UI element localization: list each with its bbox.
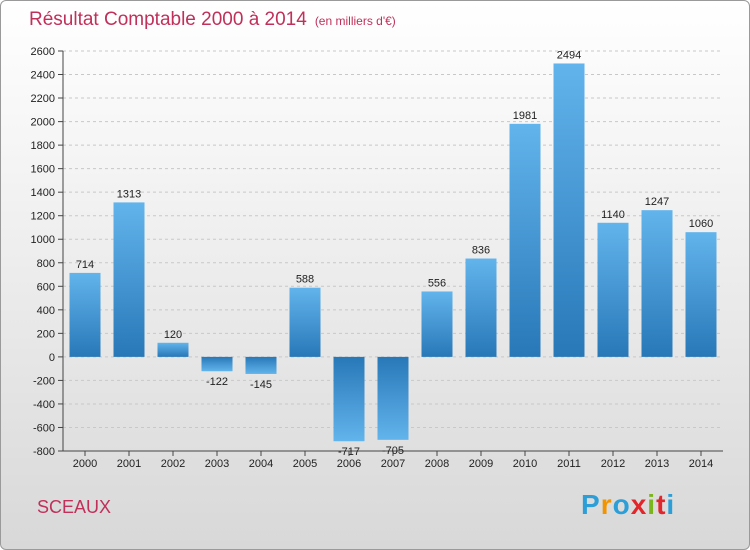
bar — [597, 222, 629, 357]
x-tick-label: 2005 — [293, 458, 317, 470]
data-label: 836 — [472, 245, 490, 257]
x-tick-label: 2010 — [513, 458, 537, 470]
commune-name: SCEAUX — [37, 497, 112, 517]
y-tick-label: 400 — [37, 305, 55, 317]
y-tick-label: 0 — [49, 352, 55, 364]
bar — [553, 63, 585, 357]
data-label: -145 — [250, 379, 272, 391]
x-tick-label: 2008 — [425, 458, 449, 470]
x-axis: 2000 2001 2002 2003 2004 2005 2006 2007 2008 2009… — [63, 450, 723, 470]
data-label: 1060 — [689, 218, 713, 230]
data-label: 2494 — [557, 49, 581, 61]
proxiti-logo: Proxiti — [581, 489, 675, 521]
y-tick-label: -800 — [33, 446, 55, 458]
y-axis: -800 -600 -400 -200 0 200 400 600 800 1000 1200 140… — [31, 46, 64, 458]
y-tick-label: 800 — [37, 258, 55, 270]
bar — [245, 356, 277, 374]
data-label: -717 — [338, 446, 360, 458]
x-tick-label: 2012 — [601, 458, 625, 470]
logo-letter: t — [656, 489, 667, 520]
y-tick-label: 2200 — [31, 93, 55, 105]
data-label: 1981 — [513, 110, 537, 122]
x-tick-label: 2013 — [645, 458, 669, 470]
x-tick-label: 2003 — [205, 458, 229, 470]
data-label: -122 — [206, 376, 228, 388]
x-tick-label: 2007 — [381, 458, 405, 470]
x-tick-label: 2011 — [557, 458, 581, 470]
bar — [289, 287, 321, 357]
bar — [509, 123, 541, 357]
logo-letter: i — [666, 489, 676, 520]
bar — [333, 356, 365, 442]
y-tick-label: 2000 — [31, 117, 55, 129]
chart-title: Résultat Comptable 2000 à 2014 (en millie… — [29, 9, 396, 31]
data-labels: 714 1313 120 -122 -145 588 -717 -705 556 836 1981 2… — [76, 49, 713, 458]
x-tick-label: 2014 — [689, 458, 713, 470]
x-tick-label: 2000 — [73, 458, 97, 470]
data-label: -705 — [382, 445, 404, 457]
y-tick-label: -400 — [33, 399, 55, 411]
y-tick-label: -600 — [33, 422, 55, 434]
bar — [685, 232, 717, 357]
y-tick-label: 1000 — [31, 234, 55, 246]
bars — [69, 63, 717, 442]
x-tick-label: 2006 — [337, 458, 361, 470]
bar — [157, 342, 189, 357]
y-tick-label: 2400 — [31, 70, 55, 82]
y-tick-label: 200 — [37, 328, 55, 340]
bar — [201, 356, 233, 372]
chart-title-text: Résultat Comptable 2000 à 2014 — [29, 9, 307, 30]
x-tick-label: 2004 — [249, 458, 273, 470]
y-tick-label: 1600 — [31, 164, 55, 176]
data-label: 1140 — [601, 209, 625, 221]
data-label: 714 — [76, 259, 94, 271]
logo-letter: i — [647, 489, 657, 520]
chart-subtitle: (en milliers d'€) — [314, 14, 396, 28]
bar — [113, 202, 145, 357]
data-label: 120 — [164, 329, 182, 341]
bar — [421, 291, 453, 357]
x-tick-label: 2001 — [117, 458, 141, 470]
logo-letter: o — [612, 489, 631, 520]
bar — [465, 258, 497, 357]
data-label: 588 — [296, 274, 314, 286]
logo-letter: r — [600, 489, 613, 520]
data-label: 556 — [428, 277, 446, 289]
logo-letter: x — [630, 489, 648, 520]
y-tick-label: 1400 — [31, 187, 55, 199]
logo-letter: P — [581, 489, 601, 520]
y-tick-label: 1800 — [31, 140, 55, 152]
y-tick-label: -200 — [33, 375, 55, 387]
x-tick-label: 2009 — [469, 458, 493, 470]
y-tick-label: 2600 — [31, 46, 55, 58]
bar — [641, 210, 673, 357]
y-tick-label: 600 — [37, 281, 55, 293]
data-label: 1247 — [645, 196, 669, 208]
y-tick-label: 1200 — [31, 211, 55, 223]
bar — [377, 356, 409, 440]
data-label: 1313 — [117, 188, 141, 200]
bar — [69, 272, 101, 357]
x-tick-label: 2002 — [161, 458, 185, 470]
